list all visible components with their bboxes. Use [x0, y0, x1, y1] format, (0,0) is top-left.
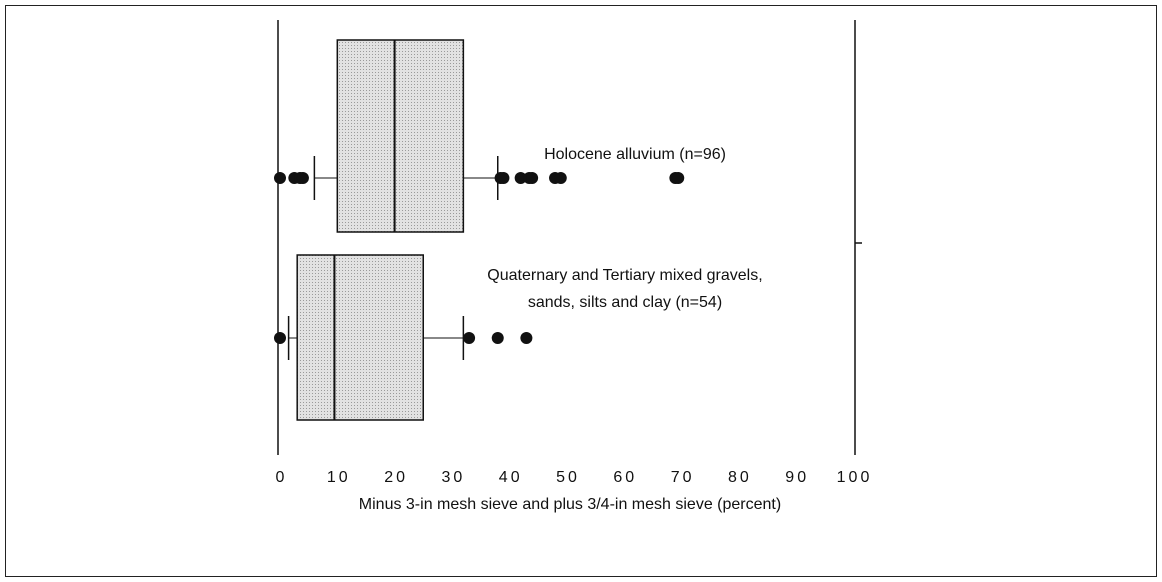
flier — [514, 172, 527, 184]
x-tick-label: 20 — [384, 469, 408, 486]
flier — [672, 172, 685, 184]
x-tick-label: 100 — [837, 469, 873, 486]
flier — [526, 172, 539, 184]
x-tick-label: 90 — [785, 469, 809, 486]
x-tick-label: 50 — [556, 469, 580, 486]
annotation: Holocene alluvium (n=96) — [544, 146, 726, 163]
flier — [497, 172, 510, 184]
flier — [274, 172, 286, 184]
x-tick-label: 10 — [327, 469, 351, 486]
x-tick-label: 30 — [442, 469, 466, 486]
x-tick-label: 60 — [613, 469, 637, 486]
x-tick-label: 40 — [499, 469, 523, 486]
flier — [274, 332, 286, 344]
x-tick-label: 80 — [728, 469, 752, 486]
flier — [491, 332, 504, 344]
x-tick-label: 0 — [276, 469, 288, 486]
annotation: Quaternary and Tertiary mixed gravels, — [487, 267, 762, 284]
flier — [520, 332, 533, 344]
flier — [554, 172, 567, 184]
frame — [5, 5, 1157, 577]
box — [296, 254, 424, 421]
flier — [463, 332, 476, 344]
x-tick-label: 70 — [671, 469, 695, 486]
annotation: sands, silts and clay (n=54) — [528, 294, 722, 311]
box — [336, 39, 465, 233]
x-axis-label: Minus 3-in mesh sieve and plus 3/4-in me… — [359, 496, 781, 513]
flier — [296, 172, 309, 184]
